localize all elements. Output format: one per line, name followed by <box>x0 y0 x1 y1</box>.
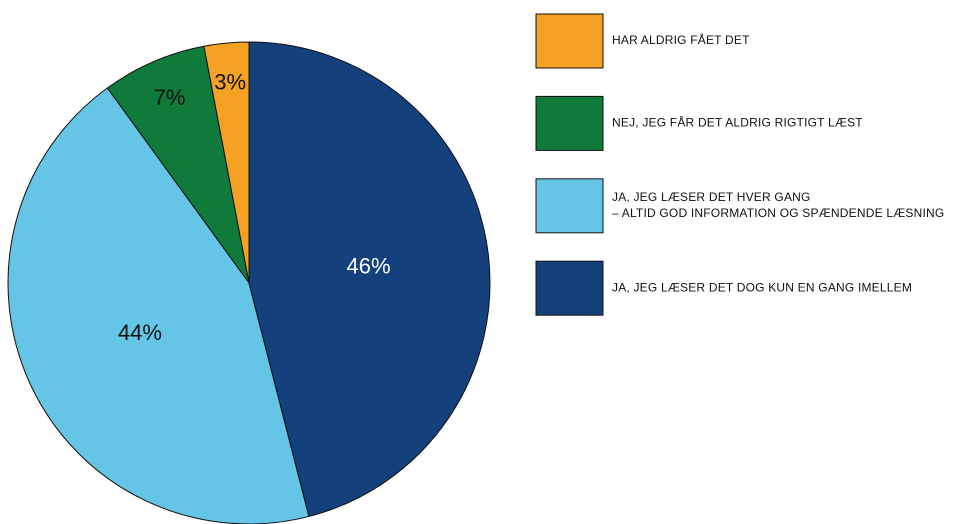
pie-slice <box>106 45 250 284</box>
legend-label: HAR ALDRIG FÅET DET <box>612 32 750 47</box>
legend-swatch <box>535 178 604 234</box>
pie-slice <box>248 41 491 518</box>
legend-label: JA, JEG LÆSER DET HVER GANG – ALTID GOD I… <box>612 190 944 220</box>
value-label: 46% <box>347 254 391 279</box>
value-label: 3% <box>214 70 246 95</box>
value-label: 44% <box>118 320 162 345</box>
pie-slice <box>7 87 310 524</box>
legend-swatch <box>535 13 604 69</box>
value-label: 7% <box>154 85 186 110</box>
legend-swatch <box>535 95 604 151</box>
legend-label: NEJ, JEG FÅR DET ALDRIG RIGTIGT LÆST <box>612 115 863 130</box>
legend-swatch <box>535 260 604 316</box>
legend-label: JA, JEG LÆSER DET DOG KUN EN GANG IMELLE… <box>612 280 912 294</box>
